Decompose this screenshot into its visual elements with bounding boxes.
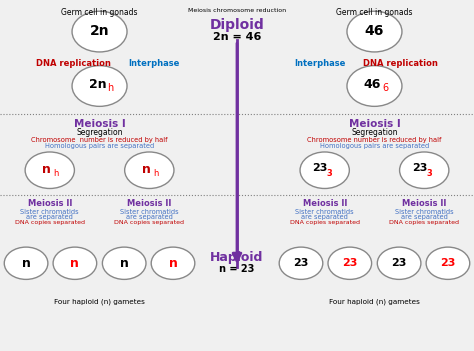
- Circle shape: [347, 11, 402, 52]
- Text: are separated: are separated: [401, 213, 447, 220]
- Text: 23: 23: [440, 258, 456, 268]
- Text: Segregation: Segregation: [76, 128, 123, 137]
- Text: 23: 23: [412, 164, 427, 173]
- Circle shape: [102, 247, 146, 279]
- Text: Four haploid (n) gametes: Four haploid (n) gametes: [329, 299, 420, 305]
- Text: are separated: are separated: [301, 213, 348, 220]
- Text: are separated: are separated: [27, 213, 73, 220]
- Circle shape: [53, 247, 97, 279]
- Circle shape: [25, 152, 74, 188]
- Text: Homologous pairs are separated: Homologous pairs are separated: [45, 143, 154, 150]
- Text: Diploid: Diploid: [210, 18, 264, 32]
- Text: n: n: [142, 163, 150, 176]
- Text: Germ cell in gonads: Germ cell in gonads: [336, 8, 413, 17]
- Text: Germ cell in gonads: Germ cell in gonads: [61, 8, 138, 17]
- Circle shape: [279, 247, 323, 279]
- Text: DNA replication: DNA replication: [36, 59, 111, 68]
- Text: n: n: [169, 257, 177, 270]
- Text: Sister chromatids: Sister chromatids: [20, 208, 79, 215]
- Text: 2n = 46: 2n = 46: [213, 32, 261, 42]
- Text: DNA copies separated: DNA copies separated: [114, 220, 184, 225]
- Circle shape: [4, 247, 48, 279]
- Text: h: h: [107, 84, 113, 93]
- Text: 6: 6: [383, 84, 388, 93]
- Text: DNA copies separated: DNA copies separated: [15, 220, 85, 225]
- Text: n: n: [22, 257, 30, 270]
- Text: Meiosis chromosome reduction: Meiosis chromosome reduction: [188, 8, 286, 13]
- Text: Sister chromatids: Sister chromatids: [120, 208, 179, 215]
- Text: 23: 23: [342, 258, 357, 268]
- Text: Meiosis II: Meiosis II: [127, 199, 172, 208]
- Circle shape: [377, 247, 421, 279]
- Text: 23: 23: [312, 164, 328, 173]
- Text: Meiosis I: Meiosis I: [348, 119, 401, 128]
- Circle shape: [400, 152, 449, 188]
- Text: 3: 3: [426, 168, 432, 178]
- Text: 2n: 2n: [90, 24, 109, 38]
- Text: Interphase: Interphase: [294, 59, 346, 68]
- Circle shape: [151, 247, 195, 279]
- Text: n: n: [71, 257, 79, 270]
- Circle shape: [72, 66, 127, 106]
- Text: Chromosome number is reduced by half: Chromosome number is reduced by half: [307, 137, 442, 144]
- Text: Chromosome  number is reduced by half: Chromosome number is reduced by half: [31, 137, 168, 144]
- Circle shape: [347, 66, 402, 106]
- Text: Homologous pairs are separated: Homologous pairs are separated: [320, 143, 429, 150]
- Text: h: h: [53, 168, 59, 178]
- Circle shape: [300, 152, 349, 188]
- Text: Haploid: Haploid: [210, 251, 264, 265]
- Text: Meiosis I: Meiosis I: [73, 119, 126, 128]
- Text: DNA copies separated: DNA copies separated: [389, 220, 459, 225]
- Text: Meiosis II: Meiosis II: [402, 199, 447, 208]
- Text: Segregation: Segregation: [351, 128, 398, 137]
- Text: DNA copies separated: DNA copies separated: [290, 220, 360, 225]
- Text: 46: 46: [364, 78, 381, 92]
- Text: h: h: [153, 168, 158, 178]
- Text: Four haploid (n) gametes: Four haploid (n) gametes: [54, 299, 145, 305]
- Circle shape: [426, 247, 470, 279]
- Text: 23: 23: [392, 258, 407, 268]
- Circle shape: [328, 247, 372, 279]
- Text: DNA replication: DNA replication: [363, 59, 438, 68]
- Text: Meiosis II: Meiosis II: [302, 199, 347, 208]
- Text: n: n: [42, 163, 51, 176]
- Circle shape: [125, 152, 174, 188]
- Text: are separated: are separated: [126, 213, 173, 220]
- Text: 2n: 2n: [89, 78, 107, 92]
- Text: n: n: [120, 257, 128, 270]
- Text: Sister chromatids: Sister chromatids: [395, 208, 454, 215]
- Text: 23: 23: [293, 258, 309, 268]
- Circle shape: [72, 11, 127, 52]
- Text: Sister chromatids: Sister chromatids: [295, 208, 354, 215]
- Text: Interphase: Interphase: [128, 59, 180, 68]
- Text: 3: 3: [327, 168, 332, 178]
- Text: 46: 46: [365, 24, 384, 38]
- Text: n = 23: n = 23: [219, 264, 255, 273]
- Text: Meiosis II: Meiosis II: [27, 199, 72, 208]
